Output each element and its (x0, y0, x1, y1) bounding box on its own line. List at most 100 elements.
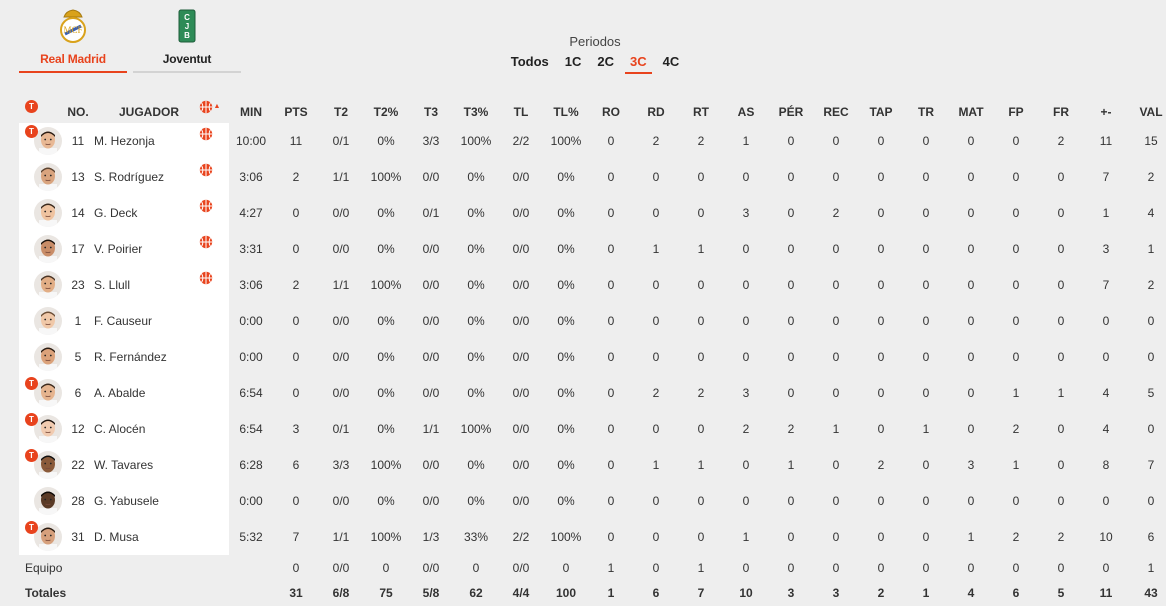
stat-mat: 0 (967, 350, 975, 364)
column-pts[interactable]: PTS (284, 105, 308, 119)
player-avatar (34, 487, 62, 515)
stat-mat: 0 (967, 314, 975, 328)
stat-rec: 0 (832, 530, 840, 544)
stat-t3: 0/0 (422, 458, 440, 472)
column-rt[interactable]: RT (693, 105, 709, 119)
table-row[interactable]: 5 R. Fernández 0:00 0 0/0 0% 0/0 0% 0/0 0% 0 0 0 0 0 0 0… (0, 339, 1166, 375)
stat-tr: 0 (922, 560, 930, 575)
table-row[interactable]: T 22 W. Tavares 6:28 6 3/3 100% 0/0 0% 0/0 0% 0 1 1 0 1… (0, 447, 1166, 483)
column-rd[interactable]: RD (647, 105, 665, 119)
table-row[interactable]: T 12 C. Alocén 6:54 3 0/1 0% 1/1 100% 0/0 0% 0 0 0 2 2 1… (0, 411, 1166, 447)
player-name[interactable]: G. Deck (94, 206, 138, 220)
column-p-r[interactable]: PÉR (778, 105, 804, 119)
stat-t3: 0/0 (422, 560, 440, 575)
player-name[interactable]: D. Musa (94, 530, 139, 544)
stat-tap: 2 (877, 586, 885, 600)
stat-t3: 1/3 (422, 530, 440, 544)
column-t2[interactable]: T2 (333, 105, 348, 119)
table-row[interactable]: 1 F. Causeur 0:00 0 0/0 0% 0/0 0% 0/0 0% 0 0 0 0 0 0 0 0 0… (0, 303, 1166, 339)
table-row[interactable]: 17 V. Poirier 3:31 0 0/0 0% 0/0 0% 0/0 0% 0 1 1 0 0 0 0 0… (0, 231, 1166, 267)
table-row[interactable]: 23 S. Llull 3:06 2 1/1 100% 0/0 0% 0/0 0% 0 0 0 0 0 0 0 0… (0, 267, 1166, 303)
column-min[interactable]: MIN (240, 105, 262, 119)
column-tr[interactable]: TR (918, 105, 934, 119)
column-tl-[interactable]: TL% (553, 105, 579, 119)
team-row: Equipo 0 0/0 0 0/0 0 0/0 0 1 0 1 0 0 0 0 0 0 0 0 0 1 (0, 555, 1166, 580)
column-t2-[interactable]: T2% (373, 105, 399, 119)
stat-rd: 2 (652, 134, 660, 148)
player-name[interactable]: F. Causeur (94, 314, 153, 328)
player-name[interactable]: S. Rodríguez (94, 170, 165, 184)
column-tl[interactable]: TL (513, 105, 529, 119)
player-name[interactable]: V. Poirier (94, 242, 143, 256)
stat-fp: 2 (1012, 530, 1020, 544)
player-avatar (34, 199, 62, 227)
stat-pts: 0 (292, 494, 300, 508)
player-name[interactable]: A. Abalde (94, 386, 146, 400)
stat-t2-: 0% (377, 350, 395, 364)
stat-rec: 0 (832, 278, 840, 292)
column-ro[interactable]: RO (602, 105, 620, 119)
table-row[interactable]: 28 G. Yabusele 0:00 0 0/0 0% 0/0 0% 0/0 0% 0 0 0 0 0 0 0… (0, 483, 1166, 519)
column-tap[interactable]: TAP (869, 105, 893, 119)
player-name[interactable]: G. Yabusele (94, 494, 159, 508)
team-tab-0[interactable]: MCF Real Madrid (19, 8, 127, 73)
stat-t2: 3/3 (332, 458, 350, 472)
stat-pts: 7 (292, 530, 300, 544)
stat-ro: 0 (607, 350, 615, 364)
on-court-sort-icon[interactable] (199, 100, 213, 114)
column-rec[interactable]: REC (823, 105, 849, 119)
box-score-table: T NO. JUGADOR ▲ MIN PTS T2 T2% T3 T3% TL TL% RO RD RT A… (0, 96, 1166, 606)
stat-ro: 0 (607, 494, 615, 508)
player-number: 13 (71, 170, 85, 184)
player-name[interactable]: C. Alocén (94, 422, 146, 436)
stat-fp: 6 (1012, 586, 1020, 600)
stat-p-r: 3 (787, 586, 795, 600)
column-fr[interactable]: FR (1053, 105, 1069, 119)
stat-ro: 0 (607, 242, 615, 256)
stat-tl: 0/0 (512, 494, 530, 508)
column-as[interactable]: AS (737, 105, 755, 119)
player-name[interactable]: M. Hezonja (94, 134, 155, 148)
player-name[interactable]: W. Tavares (94, 458, 154, 472)
table-row[interactable]: 13 S. Rodríguez 3:06 2 1/1 100% 0/0 0% 0/0 0% 0 0 0 0… (0, 159, 1166, 195)
period-tab-1c[interactable]: 1C (564, 54, 582, 69)
stat-rt: 1 (697, 242, 705, 256)
stat--: 0 (1102, 314, 1110, 328)
period-tab-3c[interactable]: 3C (625, 54, 652, 74)
column-t3-[interactable]: T3% (463, 105, 489, 119)
table-row[interactable]: T 6 A. Abalde 6:54 0 0/0 0% 0/0 0% 0/0 0% 0 2 2 3 0 0 0 0 0… (0, 375, 1166, 411)
stat-tl-: 100 (555, 586, 577, 600)
player-avatar (34, 235, 62, 263)
stat-fr: 2 (1057, 134, 1065, 148)
stat-rd: 0 (652, 422, 660, 436)
stat-fr: 0 (1057, 494, 1065, 508)
column-fp[interactable]: FP (1008, 105, 1024, 119)
player-number: 1 (74, 314, 82, 328)
column--[interactable]: +- (1100, 105, 1112, 119)
period-tab-todos[interactable]: Todos (510, 54, 549, 69)
stat-t3: 1/1 (422, 422, 440, 436)
real-madrid-crest-icon: MCF (55, 8, 91, 44)
stat-tl: 0/0 (512, 314, 530, 328)
table-row[interactable]: 14 G. Deck 4:27 0 0/0 0% 0/1 0% 0/0 0% 0 0 0 3 0 2 0 0 0 0 0… (0, 195, 1166, 231)
team-tab-1[interactable]: C J B Joventut (133, 8, 241, 73)
table-row[interactable]: T 31 D. Musa 5:32 7 1/1 100% 1/3 33% 2/2 100% 0 0 0 1 0… (0, 519, 1166, 555)
stat-fr: 0 (1057, 350, 1065, 364)
player-name[interactable]: R. Fernández (94, 350, 167, 364)
column-mat[interactable]: MAT (958, 105, 984, 119)
stat-min: 3:06 (239, 170, 263, 184)
sort-caret-icon: ▲ (213, 103, 221, 110)
column-val[interactable]: VAL (1139, 105, 1163, 119)
stat-as: 0 (742, 494, 750, 508)
basketball-icon (199, 163, 213, 177)
stat-mat: 3 (967, 458, 975, 472)
table-row[interactable]: T 11 M. Hezonja 10:00 11 0/1 0% 3/3 100% 2/2 100% 0… (0, 123, 1166, 159)
player-name[interactable]: S. Llull (94, 278, 131, 292)
stat-t2-: 0% (377, 242, 395, 256)
stat-rt: 0 (697, 494, 705, 508)
stat-tr: 0 (922, 350, 930, 364)
period-tab-2c[interactable]: 2C (597, 54, 615, 69)
stat-tap: 0 (877, 530, 885, 544)
column-t3[interactable]: T3 (423, 105, 438, 119)
period-tab-4c[interactable]: 4C (662, 54, 680, 69)
